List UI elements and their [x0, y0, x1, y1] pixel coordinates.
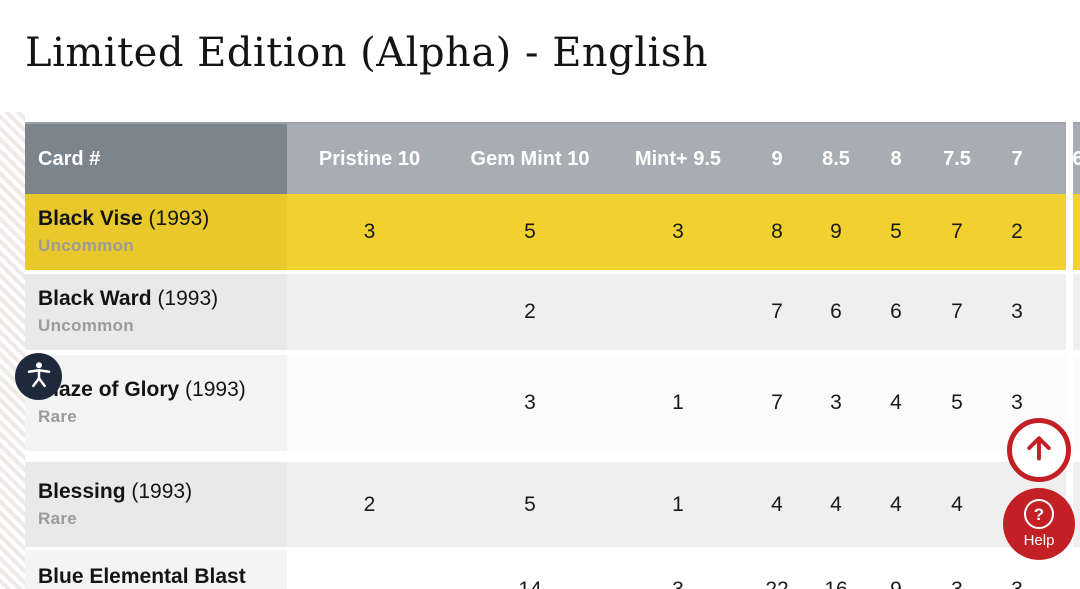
card-year: (1993)	[185, 378, 246, 401]
pop-value: 4	[866, 355, 926, 451]
pop-value: 3	[287, 194, 452, 270]
pop-value: 3	[608, 194, 748, 270]
population-table: Card # Pristine 10 Gem Mint 10 Mint+ 9.5…	[25, 122, 1080, 589]
pop-value: 5	[926, 355, 988, 451]
pop-value: 8	[748, 194, 806, 270]
card-rarity: Uncommon	[38, 316, 134, 335]
card-year: (1993)	[148, 207, 210, 230]
pop-value: 2	[287, 462, 452, 547]
accessibility-widget-button[interactable]	[15, 353, 62, 400]
pop-value: 4	[748, 462, 806, 547]
pop-value	[1046, 274, 1080, 350]
pop-value: 7	[748, 274, 806, 350]
card-cell[interactable]: Black Ward (1993) Uncommon	[25, 274, 287, 350]
help-button[interactable]: ? Help	[1003, 488, 1075, 560]
pop-value: 4	[806, 462, 866, 547]
back-to-top-button[interactable]	[1007, 418, 1071, 482]
pop-value: 3	[988, 274, 1046, 350]
pop-value: 9	[866, 550, 926, 589]
table-row: Black Ward (1993) Uncommon 2 7 6 6 7 3	[25, 274, 1080, 350]
pop-value: 4	[866, 462, 926, 547]
table-header-row: Card # Pristine 10 Gem Mint 10 Mint+ 9.5…	[25, 122, 1080, 194]
card-cell[interactable]: Blessing (1993) Rare	[25, 462, 287, 547]
pop-value: 7	[748, 355, 806, 451]
page-title: Limited Edition (Alpha) - English	[25, 30, 709, 76]
pop-value: 1	[608, 355, 748, 451]
card-name: Blue Elemental Blast	[38, 565, 246, 588]
left-margin-hatch	[0, 112, 25, 589]
pop-value: 5	[866, 194, 926, 270]
column-header-mint-9-5[interactable]: Mint+ 9.5	[608, 124, 748, 194]
card-cell[interactable]: Blue Elemental Blast (1993)	[25, 550, 287, 589]
card-rarity: Rare	[38, 407, 78, 426]
pop-value: 4	[926, 462, 988, 547]
card-rarity: Rare	[38, 508, 78, 528]
column-header-gem-mint-10[interactable]: Gem Mint 10	[452, 124, 608, 194]
pop-value: 2	[988, 194, 1046, 270]
card-name: Black Vise (1993)	[38, 207, 210, 230]
pop-value: 7	[926, 274, 988, 350]
table-row: Blaze of Glory (1993) Rare 3 1 7 3 4 5 3	[25, 355, 1080, 451]
column-header-card[interactable]: Card #	[25, 124, 287, 194]
accessibility-person-icon	[24, 359, 54, 394]
card-name: Blessing (1993)	[38, 479, 193, 503]
pop-value: 6	[866, 274, 926, 350]
pop-value: 14	[452, 550, 608, 589]
column-header-8[interactable]: 8	[866, 124, 926, 194]
column-header-6[interactable]: 6	[1046, 124, 1080, 194]
pop-value: 1	[608, 462, 748, 547]
card-name: Blaze of Glory (1993)	[38, 378, 246, 401]
pop-value	[287, 274, 452, 350]
up-arrow-icon	[1021, 430, 1057, 471]
table-row: Blue Elemental Blast (1993) 14 3 22 16 9…	[25, 550, 1080, 589]
pop-value	[287, 355, 452, 451]
pop-value: 3	[926, 550, 988, 589]
help-button-label: Help	[1023, 532, 1055, 549]
pop-value: 5	[452, 462, 608, 547]
pop-value: 3	[452, 355, 608, 451]
column-header-7-5[interactable]: 7.5	[926, 124, 988, 194]
pop-value	[287, 550, 452, 589]
pop-value: 22	[748, 550, 806, 589]
pop-value: 3	[806, 355, 866, 451]
pop-value: 3	[608, 550, 748, 589]
table-row: Black Vise (1993) Uncommon 3 5 3 8 9 5 7…	[25, 194, 1080, 270]
column-header-9[interactable]: 9	[748, 124, 806, 194]
card-year: (1993)	[157, 287, 219, 310]
card-cell[interactable]: Black Vise (1993) Uncommon	[25, 194, 287, 270]
card-cell[interactable]: Blaze of Glory (1993) Rare	[25, 355, 287, 451]
pop-value: 7	[926, 194, 988, 270]
column-header-8-5[interactable]: 8.5	[806, 124, 866, 194]
question-mark-icon: ?	[1024, 499, 1054, 529]
pop-value: 2	[452, 274, 608, 350]
column-separator	[1066, 122, 1073, 589]
card-name: Black Ward (1993)	[38, 287, 219, 310]
pop-value: 16	[806, 550, 866, 589]
card-year: (1993)	[131, 479, 193, 503]
pop-value: 9	[806, 194, 866, 270]
column-header-7[interactable]: 7	[988, 124, 1046, 194]
column-header-pristine-10[interactable]: Pristine 10	[287, 124, 452, 194]
pop-value	[1046, 194, 1080, 270]
table-row: Blessing (1993) Rare 2 5 1 4 4 4 4 4	[25, 462, 1080, 547]
pop-value	[608, 274, 748, 350]
pop-value: 5	[452, 194, 608, 270]
card-rarity: Uncommon	[38, 236, 134, 255]
pop-value: 6	[806, 274, 866, 350]
